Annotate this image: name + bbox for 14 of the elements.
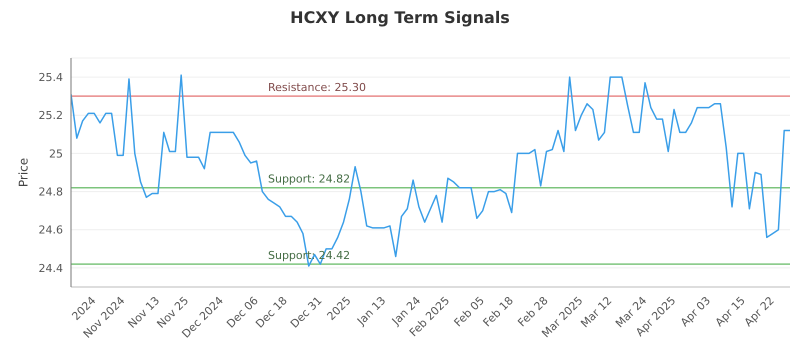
y-tick-label: 25.2 [38, 109, 63, 122]
x-tick-label: Jan 13 [354, 294, 388, 328]
ref-line-label: Resistance: 25.30 [268, 80, 366, 94]
y-tick-label: 25.4 [38, 70, 63, 84]
chart-title: HCXY Long Term Signals [289, 8, 511, 27]
y-axis-title: Price [16, 158, 30, 188]
y-tick-label: 24.4 [38, 262, 63, 275]
ref-line-label: Support: 24.82 [268, 172, 350, 186]
x-tick-label: Dec 31 [288, 294, 325, 331]
line-series [71, 74, 790, 267]
y-tick-label: 25 [49, 147, 63, 160]
y-tick-label: 24.6 [38, 224, 63, 237]
y-tick-label: 24.8 [38, 185, 63, 198]
x-tick-label: Apr 03 [678, 294, 714, 330]
